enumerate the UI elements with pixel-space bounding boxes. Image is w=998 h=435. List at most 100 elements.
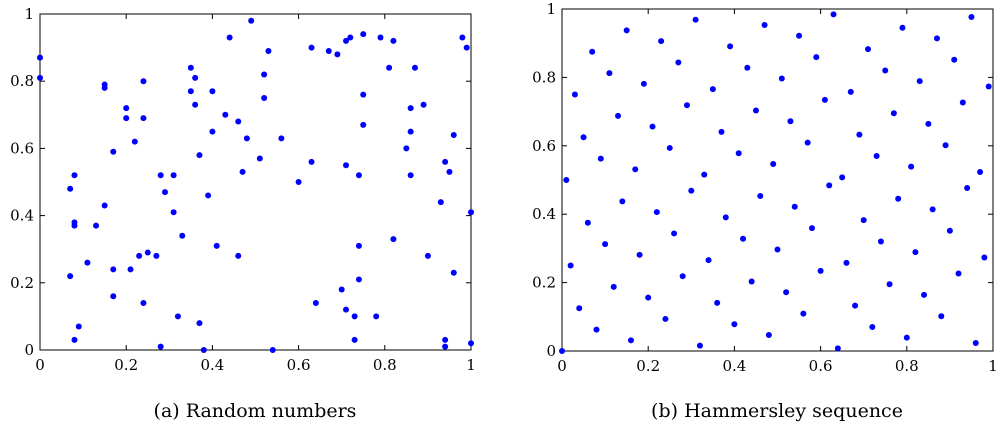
- data-point: [597, 155, 604, 162]
- data-point: [390, 236, 397, 243]
- data-point: [261, 71, 268, 78]
- data-point: [757, 193, 764, 200]
- y-tick-label: 0.4: [10, 207, 34, 225]
- y-tick-label: 1: [546, 0, 556, 18]
- data-point: [972, 339, 979, 346]
- data-point: [571, 91, 578, 98]
- data-point: [843, 259, 850, 266]
- data-point: [123, 115, 130, 122]
- data-point: [187, 64, 194, 71]
- data-point: [71, 172, 78, 179]
- data-point: [101, 84, 108, 91]
- data-point: [731, 321, 738, 328]
- data-point: [653, 209, 660, 216]
- data-point: [584, 219, 591, 226]
- data-point: [847, 88, 854, 95]
- chart-hammersley-sequence: 0 0.2 0.4 0.6 0.8 1 0 0.2 0.4 0.6 0.8 1 (b) Hammer…: [532, 0, 998, 422]
- chart-random-numbers: 0 0.2 0.4 0.6 0.8 1 0 0.2 0.4 0.6 0.8 1 (a) Random…: [10, 5, 476, 422]
- data-point: [360, 31, 367, 38]
- data-point: [705, 257, 712, 264]
- data-point: [205, 192, 212, 199]
- data-point: [110, 293, 117, 300]
- y-tick-label: 0.8: [10, 72, 34, 90]
- data-point: [235, 118, 242, 125]
- data-point: [343, 162, 350, 169]
- data-point: [355, 242, 362, 249]
- data-point: [174, 313, 181, 320]
- data-point: [925, 120, 932, 127]
- data-point: [110, 266, 117, 273]
- data-point: [468, 209, 474, 216]
- data-point: [623, 27, 630, 34]
- x-tick-label: 1: [466, 356, 476, 374]
- data-point: [442, 158, 449, 165]
- data-point: [390, 37, 397, 44]
- data-point: [877, 238, 884, 245]
- x-tick-label: 0: [557, 357, 567, 375]
- y-tick-label: 0: [546, 342, 556, 360]
- data-point: [860, 217, 867, 224]
- data-point: [649, 123, 656, 130]
- data-point: [938, 313, 945, 320]
- data-point: [187, 88, 194, 95]
- data-point: [683, 102, 690, 109]
- data-point: [351, 336, 358, 343]
- data-point: [179, 232, 186, 239]
- data-point: [209, 88, 216, 95]
- data-point: [942, 142, 949, 149]
- data-point: [602, 241, 609, 248]
- data-point: [580, 134, 587, 141]
- data-point: [869, 323, 876, 330]
- data-point: [675, 59, 682, 66]
- data-point: [886, 281, 893, 288]
- data-point: [256, 155, 263, 162]
- data-point: [985, 83, 992, 90]
- data-point: [783, 289, 790, 296]
- data-point: [110, 148, 117, 155]
- data-point: [101, 202, 108, 209]
- data-point: [912, 249, 919, 256]
- data-point: [192, 74, 199, 81]
- data-point: [933, 35, 940, 42]
- data-point: [93, 222, 100, 229]
- data-point: [437, 199, 444, 206]
- data-point: [407, 128, 414, 135]
- data-point: [235, 252, 242, 259]
- data-point: [161, 189, 168, 196]
- data-point: [559, 348, 565, 354]
- data-point: [740, 235, 747, 242]
- data-point: [908, 163, 915, 170]
- data-point: [192, 101, 199, 108]
- plot-area-frame: [561, 8, 994, 352]
- data-point: [131, 138, 138, 145]
- y-tick-labels: 0 0.2 0.4 0.6 0.8 1: [10, 5, 34, 359]
- data-point: [778, 75, 785, 82]
- x-tick-label: 0.4: [722, 357, 746, 375]
- data-point: [140, 78, 147, 85]
- data-point: [890, 110, 897, 117]
- y-tick-label: 1: [24, 5, 34, 23]
- data-point: [834, 345, 841, 352]
- data-point: [903, 334, 910, 341]
- data-point: [709, 86, 716, 93]
- data-point: [308, 44, 315, 51]
- data-point: [248, 17, 255, 24]
- data-point: [735, 150, 742, 157]
- data-point: [71, 336, 78, 343]
- x-tick-label: 0: [35, 356, 45, 374]
- data-point: [804, 139, 811, 146]
- axis-ticks: [39, 13, 472, 351]
- data-point: [727, 43, 734, 50]
- data-point: [770, 160, 777, 167]
- data-point: [312, 299, 319, 306]
- y-tick-labels: 0 0.2 0.4 0.6 0.8 1: [532, 0, 556, 360]
- y-tick-label: 0.6: [10, 139, 34, 157]
- data-point: [459, 34, 466, 41]
- data-point: [761, 22, 768, 29]
- data-point: [606, 70, 613, 77]
- data-point: [955, 270, 962, 277]
- data-point: [968, 14, 975, 21]
- data-point: [355, 276, 362, 283]
- data-point: [407, 172, 414, 179]
- data-point: [442, 336, 449, 343]
